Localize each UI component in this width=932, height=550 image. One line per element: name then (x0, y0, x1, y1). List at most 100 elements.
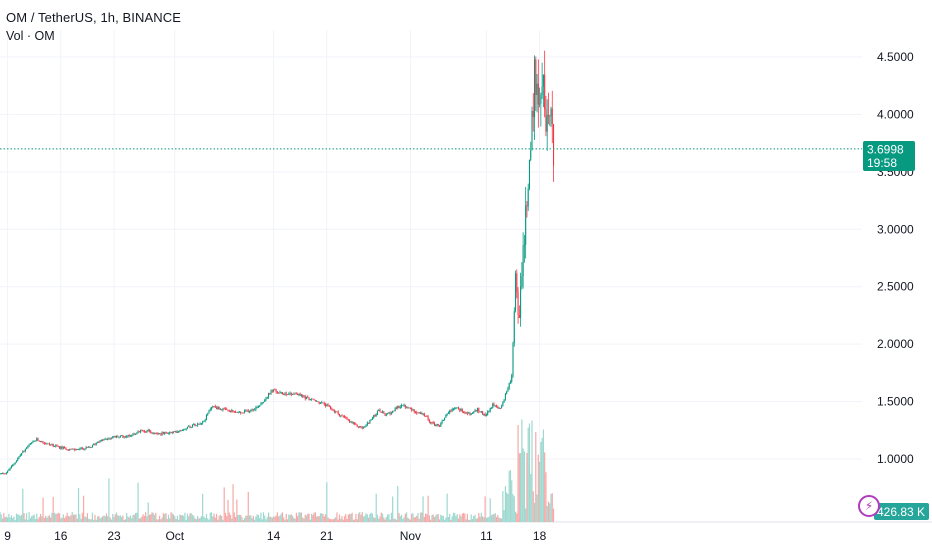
candle-body (460, 409, 462, 411)
volume-bar (137, 482, 139, 522)
volume-bar (179, 514, 181, 522)
candle-body (109, 438, 111, 440)
volume-bar (203, 516, 205, 522)
candle-body (47, 443, 49, 445)
candle-body (349, 419, 351, 422)
candle-body (498, 408, 500, 409)
candle-body (181, 429, 183, 431)
candle-body (18, 456, 20, 459)
candle-body (428, 419, 430, 422)
volume-bar (210, 512, 213, 522)
candle-body (102, 439, 104, 441)
volume-bar (13, 516, 15, 522)
volume-bar (354, 519, 356, 522)
candle-body (387, 413, 389, 415)
volume-bar (194, 518, 196, 522)
candle-body (507, 388, 509, 392)
volume-bar (465, 519, 467, 522)
volume-bar (208, 519, 210, 522)
candle-body (365, 424, 367, 427)
volume-bar (132, 514, 134, 522)
volume-bar (152, 512, 154, 522)
volume-bar (292, 515, 294, 522)
candle-body (264, 399, 266, 402)
volume-bar (327, 517, 329, 522)
volume-bar (224, 512, 227, 522)
candle-body (522, 245, 524, 277)
candle-body (226, 408, 228, 410)
volume-bar (495, 517, 498, 522)
candle-body (254, 409, 256, 411)
candle-body (451, 409, 453, 411)
volume-bar (278, 516, 280, 522)
candle-body (517, 292, 519, 315)
candle-body (121, 435, 123, 437)
volume-bar (12, 517, 14, 522)
volume-bar (123, 519, 125, 522)
candle-body (83, 448, 85, 450)
volume-bar (397, 486, 399, 522)
volume-bar (321, 513, 323, 522)
volume-bar (333, 518, 335, 522)
volume-bar (95, 519, 97, 522)
volume-bar (0, 512, 1, 522)
candle-body (369, 420, 371, 424)
price-axis[interactable]: 4.50004.00003.50003.00002.50002.00001.50… (877, 50, 914, 466)
volume-bar (341, 516, 343, 522)
candle-body (118, 436, 120, 438)
volume-bar (247, 491, 249, 522)
symbol-title[interactable]: OM / TetherUS, 1h, BINANCE (6, 10, 182, 25)
volume-bar (498, 517, 500, 522)
volume-bar (113, 516, 115, 522)
volume-legend[interactable]: Vol · OM (6, 29, 55, 43)
volume-bar (409, 519, 411, 522)
volume-bar (199, 517, 201, 522)
volume-bar (110, 519, 113, 522)
candle-body (480, 411, 482, 413)
volume-bar (526, 452, 528, 522)
volume-bar (314, 512, 316, 522)
candle-body (236, 411, 238, 413)
candle-body (32, 441, 34, 443)
volume-bar (284, 519, 286, 522)
candle-body (289, 393, 291, 394)
volume-bar (506, 492, 508, 522)
volume-bar (290, 514, 292, 522)
candle-body (490, 407, 493, 409)
candle-body (186, 426, 189, 429)
candle-body (312, 398, 314, 400)
volume-bar (103, 515, 105, 522)
candle-body (156, 433, 158, 435)
volume-bar (84, 516, 86, 522)
candle-body (104, 438, 106, 440)
volume-bars (0, 419, 555, 522)
volume-bar (262, 512, 265, 522)
volume-bar (516, 513, 518, 522)
candle-body (357, 426, 360, 428)
volume-bar (488, 516, 490, 522)
candle-body (1, 472, 4, 474)
volume-bar (275, 515, 277, 522)
candle-body (323, 403, 325, 405)
candle-body (228, 410, 230, 412)
candle-body (336, 411, 338, 413)
volume-bar (417, 513, 419, 522)
lightning-icon[interactable]: ⚡ (858, 495, 880, 517)
candle-body (455, 407, 457, 409)
volume-bar (19, 515, 21, 522)
candle-body (435, 425, 437, 426)
candle-body (433, 423, 436, 426)
volume-bar (52, 496, 54, 522)
volume-bar (160, 519, 162, 522)
volume-bar (404, 513, 406, 522)
time-axis[interactable]: 9 16 23 Oct 14 21 Nov 11 18 (4, 529, 546, 543)
candle-body (340, 415, 342, 417)
volume-bar (89, 519, 91, 522)
volume-bar (387, 514, 389, 522)
time-tick-label: 21 (320, 529, 334, 543)
volume-bar (461, 513, 463, 522)
volume-bar (85, 516, 87, 522)
price-tick-label: 1.5000 (877, 395, 914, 409)
volume-bar (115, 512, 118, 522)
